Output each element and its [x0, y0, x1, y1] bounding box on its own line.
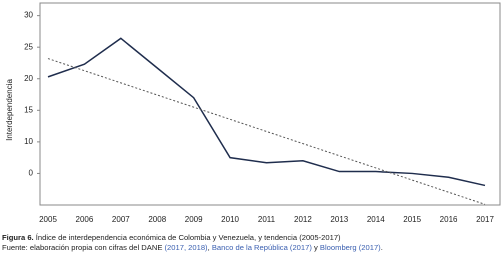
- x-tick-label: 2013: [330, 215, 348, 224]
- trend-line: [47, 58, 486, 205]
- source-text: .: [380, 243, 383, 252]
- x-tick-label: 2007: [112, 215, 130, 224]
- caption: Figura 6. Índice de interdependencia eco…: [2, 233, 341, 242]
- caption-label: Figura 6.: [2, 233, 34, 242]
- source-ref: (2017, 2018): [164, 243, 208, 252]
- y-tick-label: 0: [29, 169, 34, 178]
- source-text: ,: [207, 243, 212, 252]
- x-tick-label: 2008: [148, 215, 166, 224]
- x-tick-label: 2014: [367, 215, 385, 224]
- x-tick-label: 2017: [476, 215, 494, 224]
- y-axis-label: Interdependencia: [5, 79, 14, 141]
- y-tick-label: 10: [24, 137, 33, 146]
- x-tick-label: 2015: [403, 215, 421, 224]
- source-ref: Bloomberg (2017): [319, 243, 381, 252]
- y-tick-label: 25: [24, 42, 33, 51]
- data-line: [47, 37, 486, 187]
- x-tick-label: 2011: [258, 215, 276, 224]
- caption-text: Índice de interdependencia económica de …: [33, 233, 341, 242]
- plot-frame: [39, 2, 501, 206]
- x-tick-label: 2006: [76, 215, 94, 224]
- y-tick-label: 15: [24, 105, 33, 114]
- y-tick-label: 30: [24, 11, 33, 20]
- x-tick-label: 2005: [39, 215, 57, 224]
- source: Fuente: elaboración propia con cifras de…: [2, 243, 383, 252]
- y-tick-label: 20: [24, 74, 33, 83]
- x-tick-label: 2009: [185, 215, 203, 224]
- x-tick-label: 2010: [221, 215, 239, 224]
- source-ref: Banco de la República (2017): [211, 243, 312, 252]
- x-tick-label: 2016: [440, 215, 458, 224]
- source-text: y: [311, 243, 320, 252]
- source-text: Fuente: elaboración propia con cifras de…: [2, 243, 165, 252]
- x-tick-label: 2012: [294, 215, 312, 224]
